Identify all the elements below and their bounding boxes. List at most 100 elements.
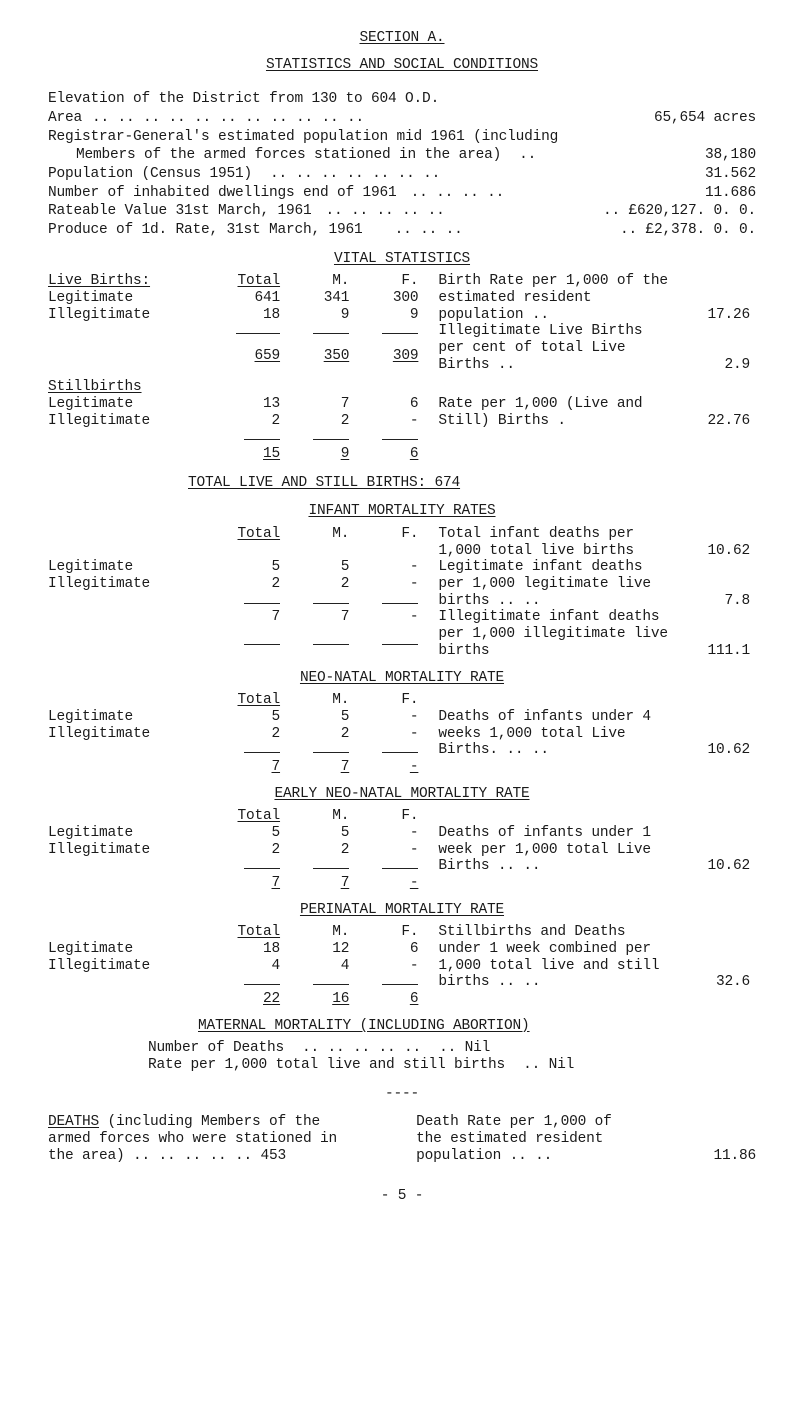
hdr-m: M. [286, 526, 355, 553]
rule [313, 333, 349, 334]
cell: - [355, 825, 424, 842]
dots: .. .. .. .. [397, 185, 505, 202]
row-label: Legitimate [48, 290, 217, 307]
sum: 7 [272, 875, 281, 891]
live-births-table: Live Births: Total M. F. Birth Rate per … [48, 273, 756, 462]
row-label: Illegitimate [48, 958, 217, 975]
row-label: Illegitimate [48, 842, 217, 859]
produce-row: Produce of 1d. Rate, 31st March, 1961 ..… [48, 222, 756, 239]
vital-heading: VITAL STATISTICS [48, 251, 756, 268]
still-rate-val: 22.76 [679, 396, 756, 429]
early-neo-heading: EARLY NEO-NATAL MORTALITY RATE [48, 786, 756, 803]
early-neo-table: Total M. F. Legitimate 5 5 - Deaths of i… [48, 808, 756, 891]
sum: 15 [263, 446, 280, 462]
stillbirths-heading: Stillbirths [48, 379, 142, 395]
v3: 111.1 [679, 609, 756, 659]
cell: 2 [286, 413, 355, 430]
maternal-heading-text: MATERNAL MORTALITY (INCLUDING ABORTION) [198, 1018, 530, 1034]
hdr-total: Total [238, 808, 281, 824]
deaths-val: 11.86 [671, 1148, 756, 1165]
rule [382, 984, 418, 985]
rule [313, 439, 349, 440]
rule [382, 752, 418, 753]
sum: 16 [332, 991, 349, 1007]
label: Number of Deaths [148, 1040, 284, 1057]
value: .. £2,378. 0. 0. [620, 222, 756, 239]
rule [244, 984, 280, 985]
still-rate-desc: Rate per 1,000 (Live and Still) Births . [424, 396, 678, 429]
rule [313, 868, 349, 869]
cell: - [355, 709, 424, 726]
deaths-word: DEATHS [48, 1114, 99, 1130]
birth-rate-val: 17.26 [679, 273, 756, 323]
cell: 2 [286, 726, 355, 743]
hdr-total: Total [238, 526, 281, 542]
rule [313, 644, 349, 645]
cell: 2 [217, 413, 286, 430]
page-number: - 5 - [48, 1188, 756, 1205]
row-label: Legitimate [48, 559, 217, 576]
elevation-block: Elevation of the District from 130 to 60… [48, 91, 756, 238]
row-label: Illegitimate [48, 413, 217, 430]
perinatal-table: Total M. F. Stillbirths and Deaths under… [48, 924, 756, 1007]
neonatal-heading: NEO-NATAL MORTALITY RATE [48, 670, 756, 687]
d3: Illegitimate infant deaths per 1,000 ill… [424, 609, 678, 659]
early-neo-heading-text: EARLY NEO-NATAL MORTALITY RATE [274, 786, 529, 802]
sum: - [410, 875, 419, 891]
hdr-f: F. [355, 273, 424, 290]
cell: 9 [355, 307, 424, 324]
rule [313, 603, 349, 604]
desc: Stillbirths and Deaths under 1 week comb… [424, 924, 678, 991]
sum: 6 [410, 991, 419, 1007]
hdr-total: Total [238, 273, 281, 289]
cell: 9 [286, 307, 355, 324]
cell: 12 [286, 941, 355, 958]
hdr-m: M. [286, 924, 355, 941]
rule [244, 603, 280, 604]
label: Rateable Value 31st March, 1961 [48, 203, 312, 220]
sum: 350 [324, 348, 350, 364]
row-label: Legitimate [48, 941, 217, 958]
cell: - [355, 576, 424, 593]
hdr-total: Total [238, 692, 281, 708]
sum: 7 [272, 609, 281, 625]
cell: 6 [355, 396, 424, 413]
perinatal-heading-text: PERINATAL MORTALITY RATE [300, 902, 504, 918]
dots: .. [501, 147, 536, 164]
rule [244, 644, 280, 645]
sum: 6 [410, 446, 419, 462]
cell: 5 [286, 559, 355, 576]
v2: 7.8 [679, 559, 756, 609]
row-label: Illegitimate [48, 726, 217, 743]
rule [382, 333, 418, 334]
maternal-row-1: Number of Deaths .. .. .. .. .. .. Nil [148, 1040, 756, 1057]
deaths-r2: the estimated resident [416, 1131, 671, 1148]
cell: 2 [286, 576, 355, 593]
members-row: Members of the armed forces stationed in… [48, 147, 756, 164]
cell: 300 [355, 290, 424, 307]
sum: 309 [393, 348, 419, 364]
dots: .. .. .. .. .. .. .. .. .. .. .. [82, 110, 374, 127]
sum: - [410, 759, 419, 775]
rule [244, 868, 280, 869]
hdr-m: M. [286, 273, 355, 290]
deaths-r1: Death Rate per 1,000 of [416, 1114, 671, 1131]
desc: Deaths of infants under 1 week per 1,000… [424, 825, 678, 875]
cell: 18 [217, 307, 286, 324]
dots: .. .. .. .. .. [312, 203, 445, 220]
sum: 7 [272, 759, 281, 775]
hdr-m: M. [286, 808, 355, 825]
illeg-rate-desc: Illegitimate Live Births per cent of tot… [424, 323, 678, 373]
deaths-l2: armed forces who were stationed in [48, 1131, 416, 1148]
section-label: SECTION A. [359, 30, 444, 46]
cell: 6 [355, 941, 424, 958]
area-row: Area .. .. .. .. .. .. .. .. .. .. .. 65… [48, 110, 756, 127]
cell: 641 [217, 290, 286, 307]
cell: F. [355, 808, 424, 825]
label: Members of the armed forces stationed in… [76, 147, 501, 164]
cell: 5 [217, 559, 286, 576]
perinatal-heading: PERINATAL MORTALITY RATE [48, 902, 756, 919]
cell: - [355, 413, 424, 430]
deaths-l1: DEATHS (including Members of the [48, 1114, 416, 1131]
birth-rate-desc: Birth Rate per 1,000 of the estimated re… [424, 273, 678, 323]
